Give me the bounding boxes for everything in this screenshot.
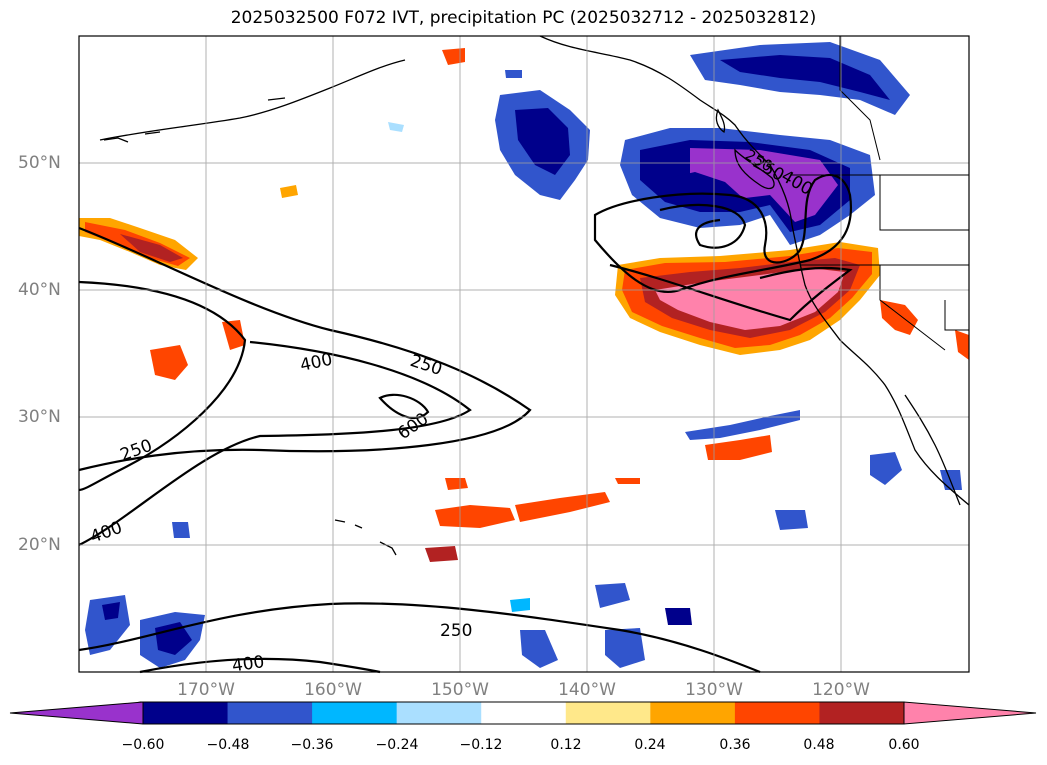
precip-neg-south4	[605, 628, 645, 668]
coastlines	[99, 35, 970, 556]
precip-pos-nw-core2	[120, 234, 183, 262]
precip-pc-shading	[79, 42, 969, 668]
border-wa-or	[879, 175, 969, 231]
colorbar-segments	[10, 702, 1036, 724]
ivt-contour-250-main	[78, 226, 532, 472]
border-alaska	[839, 36, 881, 161]
precip-neg-spot-b	[505, 70, 522, 78]
coastline-vancouver-island	[734, 148, 775, 190]
contour-label: 250	[440, 621, 472, 641]
contour-label: 400	[231, 652, 266, 676]
border-nv-az	[944, 300, 969, 331]
ivt-contour-ar-outer	[593, 173, 853, 293]
coastline-hawaii	[334, 519, 397, 556]
colorbar-tick-label: −0.12	[459, 737, 503, 753]
precip-neg-band2	[870, 452, 902, 485]
coastline-north-america	[539, 35, 970, 506]
colorbar-segment	[312, 702, 398, 724]
precip-pos-band3	[425, 546, 458, 562]
map-title: 2025032500 F072 IVT, precipitation PC (2…	[230, 8, 817, 28]
colorbar-segment	[143, 702, 229, 724]
precip-neg-band3	[775, 510, 808, 530]
ivt-contour-250-south	[78, 602, 761, 674]
coastline-baja	[904, 394, 961, 506]
precip-neg-bc-hole	[668, 172, 745, 210]
coastline-haida-gwaii	[715, 108, 726, 134]
gridlines	[79, 36, 969, 672]
lat-label: 20°N	[18, 535, 61, 555]
colorbar-tick-label: 0.24	[634, 737, 666, 753]
colorbar-tick-label: 0.60	[888, 737, 920, 753]
precip-pos-band5	[445, 478, 468, 490]
precip-pos-spot3	[442, 48, 465, 65]
coastline-alaska-peninsula	[99, 59, 406, 141]
precip-pos-coast	[880, 300, 918, 335]
colorbar-extend-left	[10, 702, 143, 724]
colorbar-tick-label: −0.36	[290, 737, 334, 753]
colorbar-segment	[481, 702, 567, 724]
precip-pos-band2	[515, 492, 610, 522]
coastline-aleutian-west	[103, 97, 286, 143]
lon-label: 140°W	[558, 680, 616, 700]
precip-pos-coast2	[955, 330, 969, 360]
precip-neg-south8	[172, 522, 190, 538]
precip-pos-spot4	[280, 185, 298, 198]
lon-label: 150°W	[431, 680, 489, 700]
ivt-contours	[78, 173, 853, 674]
precip-neg-south2c	[155, 622, 192, 655]
colorbar-segment	[819, 702, 905, 724]
ivt-contour-ar-core	[609, 263, 853, 322]
lon-label: 120°W	[812, 680, 870, 700]
precip-pos-spot2	[222, 320, 245, 350]
colorbar-tick-label: 0.36	[719, 737, 751, 753]
colorbar-tick-label: −0.48	[206, 737, 250, 753]
precip-pos-spot1	[150, 345, 188, 380]
map-canvas: 250 400 600 250 400 250 400 250 400 250	[78, 35, 970, 676]
precip-neg-south1c	[102, 602, 120, 620]
ivt-contour-600	[378, 393, 430, 419]
lat-label: 50°N	[18, 153, 61, 173]
colorbar-tick-label: 0.48	[803, 737, 835, 753]
ivt-contour-400-south	[139, 657, 381, 674]
colorbar-segment	[650, 702, 736, 724]
colorbar-segment	[734, 702, 820, 724]
lat-label: 30°N	[18, 407, 61, 427]
colorbar-extend-right	[904, 702, 1036, 724]
borders	[790, 36, 969, 351]
lat-label: 40°N	[18, 280, 61, 300]
precip-neg-south3	[595, 583, 630, 608]
precip-neg-south7	[510, 598, 530, 612]
precip-neg-north-core	[720, 55, 890, 100]
colorbar-tick-label: −0.60	[121, 737, 165, 753]
ivt-contour-400-inner	[78, 340, 472, 546]
colorbar-segment	[227, 702, 313, 724]
colorbar	[9, 701, 1037, 725]
ivt-contour-400-main	[78, 280, 247, 492]
lon-label: 170°W	[177, 680, 235, 700]
colorbar-segment	[396, 702, 482, 724]
precip-neg-south6	[665, 608, 692, 625]
lon-label: 160°W	[304, 680, 362, 700]
lon-label: 130°W	[685, 680, 743, 700]
colorbar-tick-label: 0.12	[550, 737, 582, 753]
precip-neg-south5	[520, 630, 558, 668]
precip-neg-bc-core	[690, 148, 838, 222]
precip-neg-spot-a	[388, 122, 404, 132]
ivt-contour-ar-inner	[659, 203, 747, 249]
precip-pos-band1	[435, 505, 515, 528]
precip-pos-band6	[615, 478, 640, 484]
colorbar-segment	[565, 702, 651, 724]
precip-pos-band4	[705, 435, 772, 460]
colorbar-frame	[142, 701, 905, 725]
precip-neg-goa-core	[515, 108, 570, 175]
colorbar-tick-label: −0.24	[375, 737, 419, 753]
map-frame	[78, 35, 970, 673]
border-ca-nv	[879, 265, 946, 351]
